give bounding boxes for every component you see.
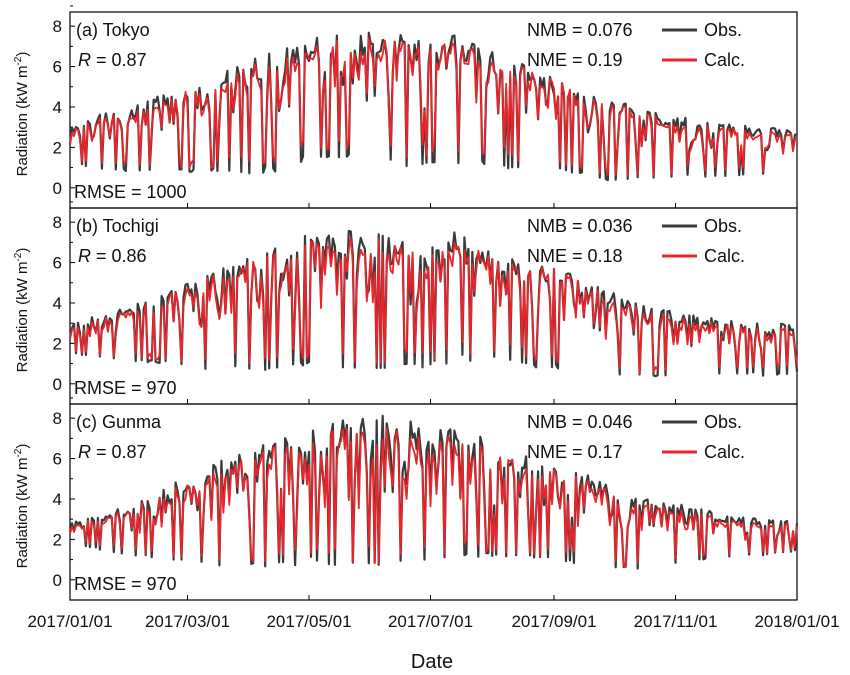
y-axis-label-main: Radiation (kW m — [14, 458, 31, 569]
y-axis-label-end: ) — [14, 444, 31, 449]
r-value: R = 0.86 — [78, 246, 147, 266]
x-tick-label: 2017/11/01 — [634, 612, 718, 631]
panels-root: 0 2 4 6 8 Radiation (kW m-2) (a) Tokyo R = 0.87… — [13, 6, 840, 631]
legend-obs-label: Obs. — [704, 216, 742, 236]
y-tick-label: 6 — [53, 450, 62, 469]
y-tick-label: 6 — [53, 254, 62, 273]
nmb-value: NMB = 0.076 — [527, 20, 633, 40]
x-tick-label: 2017/03/01 — [145, 612, 230, 631]
y-tick-label: 4 — [53, 98, 62, 117]
rmse-value: RMSE = 970 — [74, 378, 177, 398]
nme-value: NME = 0.19 — [527, 50, 623, 70]
y-tick-label: 8 — [53, 213, 62, 232]
y-axis-label: Radiation (kW m-2) — [13, 52, 31, 177]
panel-2: 0 2 4 6 8 Radiation (kW m-2) (b) Tochigi R = 0.… — [13, 202, 797, 404]
nme-value: NME = 0.17 — [527, 442, 623, 462]
y-axis-label-main: Radiation (kW m — [14, 66, 31, 177]
y-axis-label: Radiation (kW m-2) — [13, 444, 31, 569]
panel-title: (b) Tochigi — [76, 216, 159, 236]
y-tick-label: 2 — [53, 530, 62, 549]
nme-value: NME = 0.18 — [527, 246, 623, 266]
x-tick-label: 2018/01/01 — [754, 612, 839, 631]
obs-series-line — [70, 416, 797, 569]
x-tick-label: 2017/09/01 — [511, 612, 596, 631]
r-symbol: R — [78, 442, 91, 462]
r-symbol: R — [78, 50, 91, 70]
y-axis-label-end: ) — [14, 52, 31, 57]
y-tick-label: 8 — [53, 17, 62, 36]
panel-title: (a) Tokyo — [76, 20, 150, 40]
rmse-value: RMSE = 970 — [74, 574, 177, 594]
panel-3: 0 2 4 6 8 Radiation (kW m-2) (c) Gunma R = 0.87… — [13, 398, 797, 600]
r-number: = 0.87 — [91, 442, 147, 462]
x-tick-label: 2017/01/01 — [27, 612, 112, 631]
y-tick-label: 2 — [53, 138, 62, 157]
r-symbol: R — [78, 246, 91, 266]
y-tick-label: 8 — [53, 409, 62, 428]
r-number: = 0.86 — [91, 246, 147, 266]
y-tick-label: 0 — [53, 179, 62, 198]
r-value: R = 0.87 — [78, 442, 147, 462]
r-number: = 0.87 — [91, 50, 147, 70]
legend-obs-label: Obs. — [704, 412, 742, 432]
legend-obs-label: Obs. — [704, 20, 742, 40]
y-tick-label: 0 — [53, 571, 62, 590]
y-tick-label: 0 — [53, 375, 62, 394]
nmb-value: NMB = 0.046 — [527, 412, 633, 432]
x-axis-label: Date — [411, 651, 453, 673]
nmb-value: NMB = 0.036 — [527, 216, 633, 236]
y-axis-label: Radiation (kW m-2) — [13, 248, 31, 373]
y-tick-label: 2 — [53, 334, 62, 353]
panel-title: (c) Gunma — [76, 412, 162, 432]
x-tick-label: 2017/05/01 — [266, 612, 351, 631]
y-tick-label: 4 — [53, 490, 62, 509]
y-axis-label-end: ) — [14, 248, 31, 253]
y-axis-label-main: Radiation (kW m — [14, 262, 31, 373]
y-tick-label: 4 — [53, 294, 62, 313]
panel-1: 0 2 4 6 8 Radiation (kW m-2) (a) Tokyo R = 0.87… — [13, 6, 797, 208]
x-tick-label: 2017/07/01 — [388, 612, 473, 631]
legend-calc-label: Calc. — [704, 246, 745, 266]
y-tick-label: 6 — [53, 58, 62, 77]
legend-calc-label: Calc. — [704, 442, 745, 462]
rmse-value: RMSE = 1000 — [74, 182, 187, 202]
r-value: R = 0.87 — [78, 50, 147, 70]
panel-frame — [70, 12, 797, 208]
legend-calc-label: Calc. — [704, 50, 745, 70]
